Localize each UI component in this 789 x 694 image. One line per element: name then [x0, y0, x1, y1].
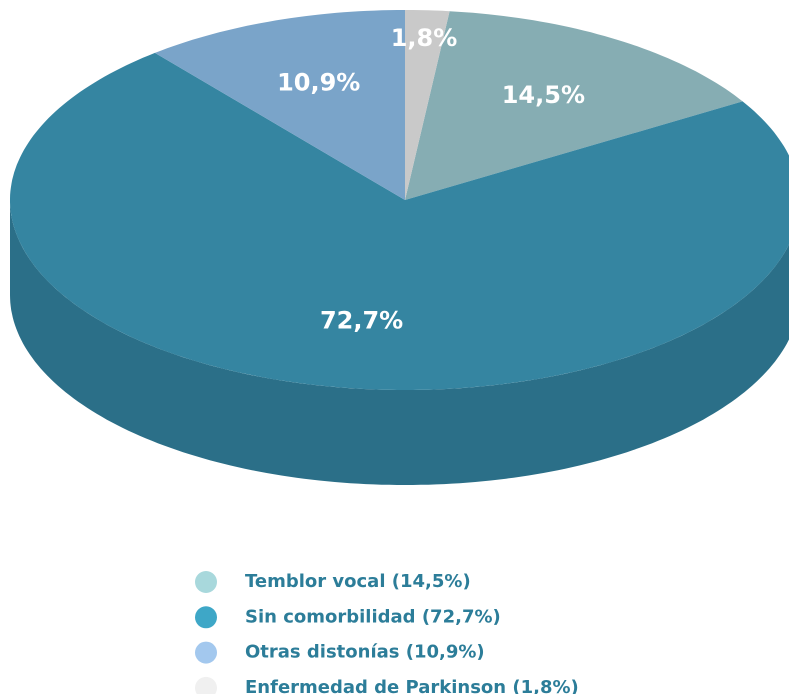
legend-swatch — [195, 676, 217, 694]
slice — [405, 11, 743, 201]
legend-label: Temblor vocal (14,5%) — [245, 571, 471, 592]
legend-swatch — [195, 606, 217, 629]
slice — [10, 52, 789, 390]
legend-label: Otras distonías (10,9%) — [245, 642, 485, 663]
slice — [405, 10, 450, 200]
slice — [154, 10, 405, 200]
legend-swatch — [195, 641, 217, 664]
value-label: 10,9% — [277, 69, 360, 97]
legend-label: Sin comorbilidad (72,7%) — [245, 606, 501, 627]
value-label: 14,5% — [502, 81, 585, 109]
value-label: 1,8% — [391, 24, 458, 52]
legend-swatch — [195, 571, 217, 593]
value-label: 72,7% — [320, 307, 403, 335]
slice-side — [10, 200, 789, 485]
legend-label: Enfermedad de Parkinson (1,8%) — [245, 677, 579, 694]
